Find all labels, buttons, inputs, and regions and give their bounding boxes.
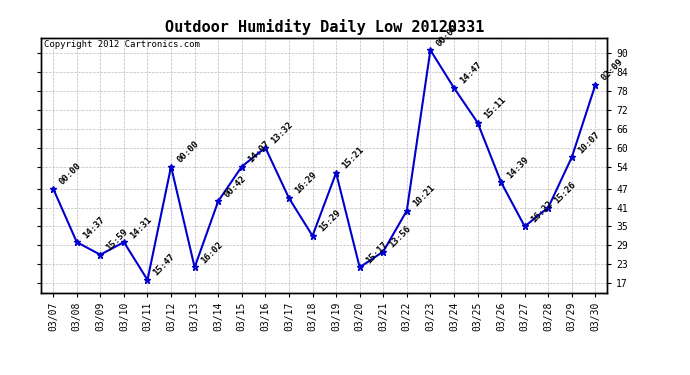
Text: 14:47: 14:47 (458, 60, 484, 86)
Text: 00:42: 00:42 (222, 174, 248, 199)
Text: 15:11: 15:11 (482, 95, 507, 120)
Text: 15:21: 15:21 (340, 146, 366, 171)
Text: 14:37: 14:37 (81, 214, 106, 240)
Text: 00:00: 00:00 (57, 161, 83, 186)
Text: 10:07: 10:07 (576, 130, 602, 155)
Text: 16:29: 16:29 (293, 171, 319, 196)
Text: 15:59: 15:59 (104, 227, 130, 252)
Text: 14:39: 14:39 (505, 155, 531, 180)
Text: 15:29: 15:29 (317, 208, 342, 234)
Text: 14:31: 14:31 (128, 214, 153, 240)
Text: 16:02: 16:02 (199, 240, 224, 265)
Text: 16:22: 16:22 (529, 199, 554, 224)
Text: 00:00: 00:00 (175, 139, 201, 164)
Text: 13:32: 13:32 (270, 120, 295, 146)
Text: 15:17: 15:17 (364, 240, 389, 265)
Text: 02:09: 02:09 (600, 57, 625, 82)
Text: 13:56: 13:56 (387, 224, 413, 249)
Text: Copyright 2012 Cartronics.com: Copyright 2012 Cartronics.com (44, 40, 200, 49)
Text: 00:00: 00:00 (435, 22, 460, 48)
Text: 15:47: 15:47 (152, 252, 177, 278)
Text: 10:21: 10:21 (411, 183, 436, 209)
Title: Outdoor Humidity Daily Low 20120331: Outdoor Humidity Daily Low 20120331 (165, 19, 484, 35)
Text: 15:26: 15:26 (553, 180, 578, 206)
Text: 14:07: 14:07 (246, 139, 271, 164)
